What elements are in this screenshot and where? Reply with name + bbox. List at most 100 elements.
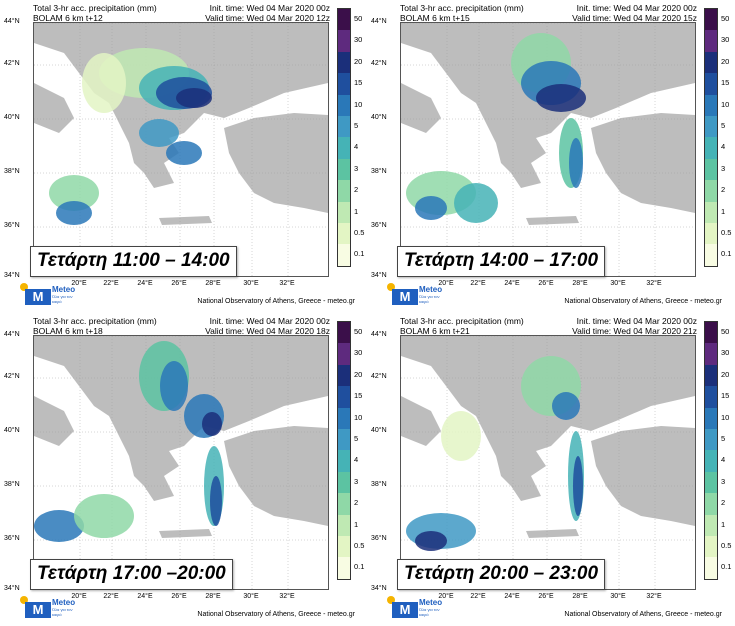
lon-label: 26°E	[171, 280, 187, 287]
lat-label: 44°N	[4, 18, 20, 25]
colorbar-swatch	[338, 115, 350, 138]
colorbar-swatch	[705, 30, 717, 52]
colorbar-swatch	[705, 201, 717, 223]
precip-cell	[160, 361, 188, 411]
meteo-logo: M	[20, 596, 60, 620]
colorbar-swatch	[338, 407, 350, 429]
colorbar-swatch	[705, 73, 717, 95]
panel-title: Total 3-hr acc. precipitation (mm) BOLAM…	[33, 316, 157, 336]
lat-label: 36°N	[4, 535, 20, 542]
logo-tagline: Όλα για τον καιρό	[419, 294, 440, 304]
colorbar-swatch	[705, 158, 717, 181]
colorbar-swatch	[705, 407, 717, 429]
lat-label: 38°N	[371, 481, 387, 488]
colorbar-swatch	[338, 535, 350, 558]
lat-label: 40°N	[4, 427, 20, 434]
lat-label: 34°N	[4, 585, 20, 592]
lon-label: 32°E	[646, 593, 662, 600]
precip-cell	[454, 183, 498, 223]
precipitation-map	[400, 335, 696, 590]
colorbar-label: 0.1	[721, 562, 732, 572]
lat-label: 42°N	[371, 60, 387, 67]
meteo-logo: M	[387, 283, 427, 307]
colorbar-swatch	[705, 115, 717, 138]
colorbar-swatch	[338, 201, 350, 223]
lon-label: 30°E	[243, 280, 259, 287]
colorbar-label: 0.1	[721, 249, 732, 259]
lat-label: 36°N	[4, 222, 20, 229]
colorbar-swatch	[338, 514, 350, 536]
colorbar-label: 20	[721, 369, 730, 379]
colorbar-label: 2	[354, 185, 359, 195]
lon-label: 26°E	[538, 280, 554, 287]
colorbar-swatch	[705, 471, 717, 494]
precip-cell	[202, 412, 222, 436]
precip-cell	[210, 476, 222, 526]
precip-cell	[552, 392, 580, 420]
colorbar-label: 5	[721, 121, 726, 130]
logo-name: Meteo	[419, 598, 443, 607]
lon-label: 28°E	[572, 593, 588, 600]
colorbar-label: 10	[721, 412, 730, 422]
lat-label: 36°N	[371, 222, 387, 229]
lon-label: 20°E	[71, 593, 87, 600]
logo-name: Meteo	[419, 285, 443, 294]
precip-cell	[415, 531, 447, 551]
colorbar-label: 50	[721, 14, 730, 23]
colorbar-label: 0.5	[354, 541, 365, 550]
colorbar-swatch	[705, 180, 717, 202]
colorbar-label: 30	[721, 35, 730, 45]
colorbar-swatch	[338, 94, 350, 116]
colorbar	[704, 321, 718, 580]
lon-label: 22°E	[103, 280, 119, 287]
colorbar-swatch	[338, 493, 350, 515]
panel-times: Init. time: Wed 04 Mar 2020 00z Valid ti…	[572, 3, 697, 23]
colorbar-label: 15	[354, 78, 363, 88]
panel-times: Init. time: Wed 04 Mar 2020 00z Valid ti…	[572, 316, 697, 336]
precip-cell	[56, 201, 92, 225]
precip-cell	[74, 494, 134, 538]
colorbar-label: 3	[721, 476, 726, 486]
colorbar-swatch	[705, 94, 717, 116]
colorbar-label: 10	[721, 99, 730, 109]
colorbar-swatch	[338, 9, 350, 31]
colorbar-swatch	[705, 386, 717, 408]
logo-tagline: Όλα για τον καιρό	[419, 607, 440, 617]
precip-cell	[441, 411, 481, 461]
colorbar-swatch	[338, 180, 350, 202]
time-window-label: Τετάρτη 17:00 –20:00	[30, 559, 233, 590]
logo-tagline: Όλα για τον καιρό	[52, 294, 73, 304]
colorbar-label: 0.5	[721, 228, 732, 237]
colorbar-swatch	[705, 343, 717, 365]
lon-label: 32°E	[279, 593, 295, 600]
colorbar-label: 2	[721, 498, 726, 508]
anatolia-land	[591, 426, 695, 526]
colorbar-swatch	[338, 244, 350, 266]
precip-cell	[139, 119, 179, 147]
colorbar-swatch	[338, 222, 350, 245]
crete-land	[526, 216, 579, 225]
lat-label: 38°N	[4, 481, 20, 488]
m-icon: M	[392, 289, 418, 305]
lat-label: 44°N	[371, 331, 387, 338]
colorbar	[337, 321, 351, 580]
precip-cell	[569, 138, 583, 188]
colorbar-swatch	[338, 557, 350, 579]
lon-label: 28°E	[205, 593, 221, 600]
colorbar-label: 5	[721, 434, 726, 443]
lat-label: 42°N	[4, 60, 20, 67]
balkans-land	[34, 336, 328, 501]
colorbar-label: 1	[354, 206, 359, 216]
lon-label: 22°E	[470, 593, 486, 600]
colorbar-label: 50	[721, 327, 730, 336]
lon-label: 24°E	[504, 280, 520, 287]
italy-land	[34, 396, 74, 446]
colorbar-label: 20	[354, 56, 363, 66]
colorbar-label: 1	[721, 519, 726, 529]
anatolia-land	[224, 426, 328, 526]
panel-title: Total 3-hr acc. precipitation (mm) BOLAM…	[400, 3, 524, 23]
colorbar-label: 50	[354, 327, 363, 336]
colorbar	[337, 8, 351, 267]
colorbar-label: 3	[721, 163, 726, 173]
colorbar-swatch	[338, 322, 350, 344]
